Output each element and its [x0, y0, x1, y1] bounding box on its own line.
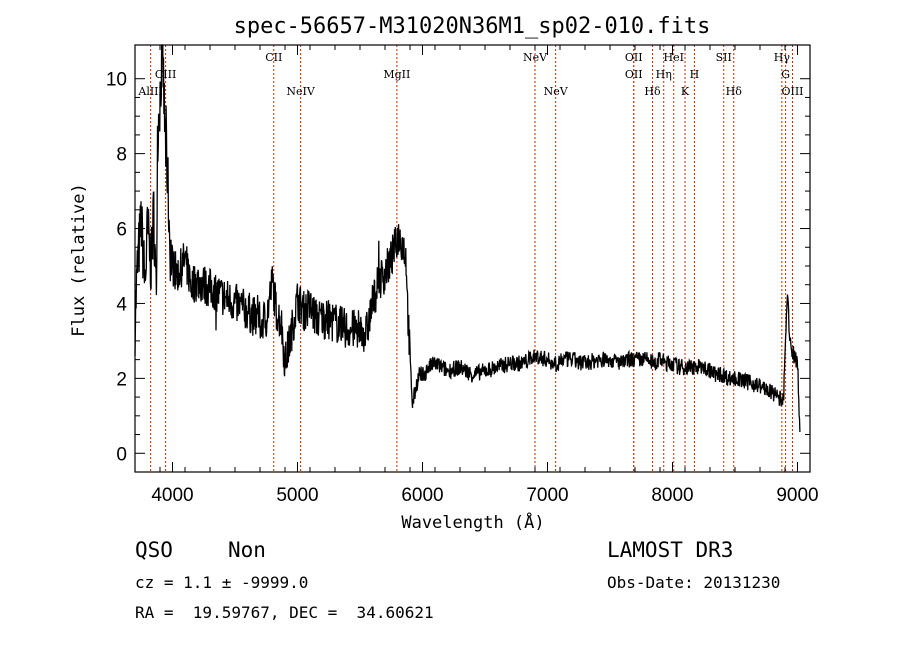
emission-line-label: MgII: [383, 68, 410, 81]
obs-date: Obs-Date: 20131230: [607, 573, 781, 592]
emission-line-label: OIII: [781, 85, 803, 98]
x-tick-label: 5000: [276, 485, 318, 506]
x-tick-label: 4000: [151, 485, 193, 506]
emission-line-label: Hδ: [644, 85, 661, 98]
y-tick-label: 0: [116, 444, 127, 465]
emission-line-label: Hδ: [726, 85, 743, 98]
object-class: QSO: [135, 538, 173, 562]
emission-line-markers: [150, 45, 793, 472]
y-axis-label: Flux (relative): [69, 183, 89, 337]
emission-line-label: K: [681, 85, 690, 98]
x-tick-label: 7000: [526, 485, 568, 506]
emission-line-label: AlIII: [137, 85, 163, 98]
chart-title: spec-56657-M31020N36M1_sp02-010.fits: [234, 14, 711, 39]
spectrum-line: [134, 44, 801, 433]
emission-line-label: NeV: [544, 85, 569, 98]
emission-line-label: CIII: [155, 68, 176, 81]
y-tick-label: 10: [106, 70, 127, 91]
spectrum-chart: spec-56657-M31020N36M1_sp02-010.fits AlI…: [69, 14, 819, 533]
axis-ticks: 4000 5000 6000 7000 8000 9000 0 2 4 6 8 10: [106, 45, 819, 506]
emission-line-labels: AlIIICIIICIINeIVMgIINeVNeVOIIOIIHδHηHeIK…: [137, 51, 803, 98]
survey-label: LAMOST DR3: [607, 538, 734, 562]
emission-line-label: NeV: [523, 51, 548, 64]
emission-line-label: HeI: [664, 51, 684, 64]
y-tick-label: 2: [116, 369, 127, 390]
emission-line-label: NeIV: [286, 85, 315, 98]
redshift-line: cz = 1.1 ± -9999.0: [135, 573, 309, 592]
x-tick-label: 8000: [651, 485, 693, 506]
coordinates: RA = 19.59767, DEC = 34.60621: [135, 603, 434, 622]
emission-line-label: OII: [625, 68, 643, 81]
emission-line-label: SII: [716, 51, 732, 64]
emission-line-label: Hγ: [774, 51, 791, 64]
emission-line-label: OII: [625, 51, 643, 64]
object-subclass: Non: [228, 538, 266, 562]
emission-line-label: G: [781, 68, 790, 81]
x-axis-label: Wavelength (Å): [401, 511, 544, 533]
y-tick-label: 8: [116, 145, 127, 166]
x-tick-label: 6000: [401, 485, 443, 506]
y-tick-label: 4: [116, 294, 127, 315]
emission-line-label: Hη: [656, 68, 672, 81]
y-tick-label: 6: [116, 220, 127, 241]
emission-line-label: H: [690, 68, 700, 81]
x-tick-label: 9000: [776, 485, 818, 506]
plot-frame: [134, 44, 811, 473]
emission-line-label: CII: [265, 51, 282, 64]
